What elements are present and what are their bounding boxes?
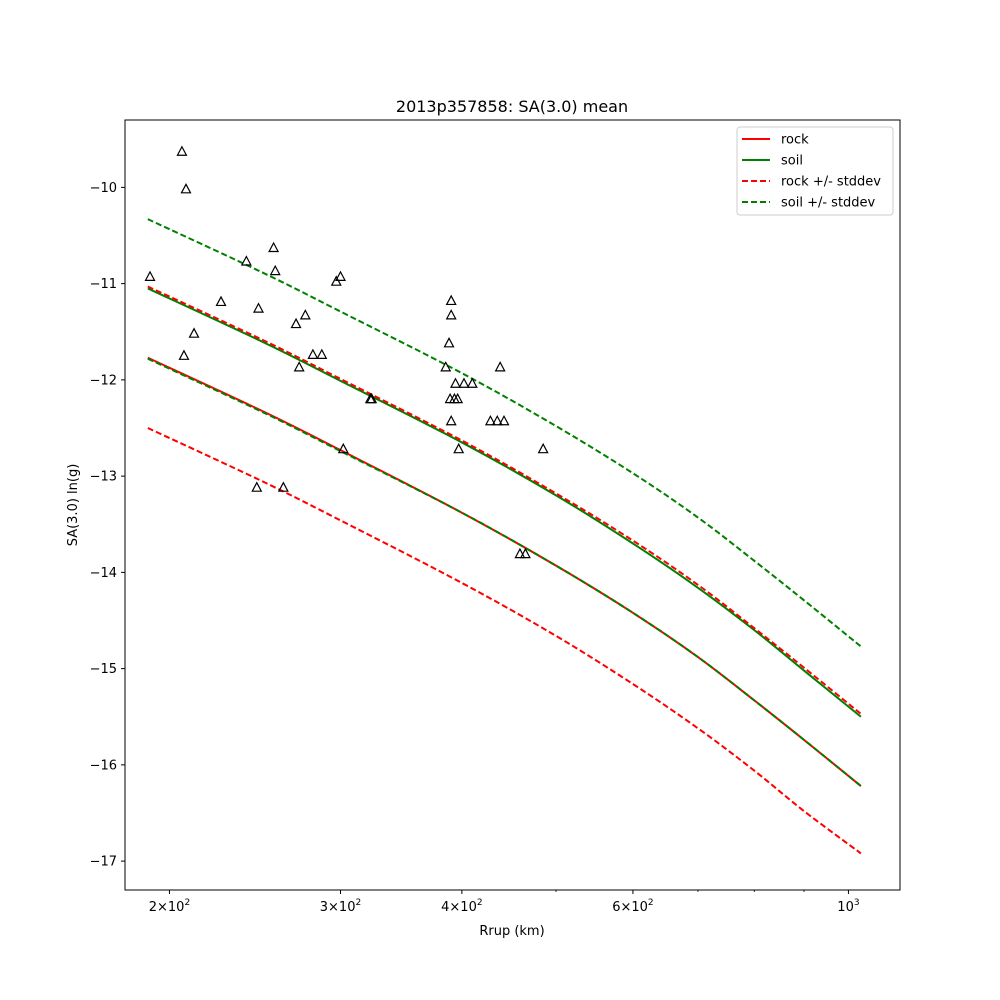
observation-marker (491, 414, 503, 426)
x-tick-label: 6×102 (612, 898, 653, 915)
observation-marker (240, 255, 252, 266)
observation-marker (537, 442, 549, 454)
legend-label: soil (781, 154, 803, 169)
observation-marker (252, 302, 264, 313)
observation-marker (290, 317, 302, 329)
observation-marker (176, 145, 188, 156)
observation-markers (144, 145, 549, 559)
y-tick-label: −11 (90, 277, 117, 292)
x-tick-label: 2×102 (149, 898, 190, 915)
observation-marker (453, 442, 465, 454)
y-tick-label: −15 (90, 662, 117, 677)
observation-marker (178, 349, 190, 360)
observation-marker (251, 481, 263, 492)
observation-marker (316, 348, 328, 359)
observation-marker (180, 183, 192, 194)
observation-marker (494, 361, 506, 372)
observation-marker (514, 547, 526, 559)
series-layer (147, 218, 862, 855)
y-tick-label: −12 (90, 373, 117, 388)
legend-box (736, 126, 894, 216)
observation-marker (440, 361, 452, 372)
series-line-1 (147, 287, 862, 718)
legend: rock soil rock +/- stddev soil +/- stddev (736, 126, 894, 216)
x-axis-label: Rrup (km) (479, 924, 544, 939)
observation-marker (452, 392, 464, 404)
legend-label: soil +/- stddev (781, 196, 876, 211)
observation-marker (277, 481, 289, 492)
observation-marker (188, 327, 200, 338)
observation-marker (458, 377, 470, 388)
axis-ticks: −10 −11 −12 −13 −14 −15 −16 −17 2×102 3×102 4×102 6… (90, 181, 860, 915)
observation-marker (337, 442, 349, 454)
y-axis-label: SA(3.0) ln(g) (66, 464, 81, 547)
series-line-4 (147, 218, 862, 648)
observation-marker (445, 294, 457, 306)
observation-marker (484, 414, 496, 426)
chart-title: 2013p357858: SA(3.0) mean (396, 97, 628, 116)
series-line-0 (147, 356, 862, 787)
observation-marker (445, 414, 457, 426)
series-line-2 (147, 285, 862, 715)
observation-marker (335, 270, 347, 281)
observation-marker (443, 337, 455, 348)
plot-frame (124, 119, 901, 891)
y-tick-label: −16 (90, 758, 117, 773)
observation-marker (144, 270, 156, 281)
x-tick-label: 4×102 (441, 898, 482, 915)
series-line-5 (147, 357, 862, 787)
observation-marker (293, 361, 305, 372)
observation-marker (269, 264, 281, 276)
x-tick-label: 3×102 (320, 898, 361, 915)
observation-marker (366, 392, 378, 404)
legend-label: rock (781, 133, 809, 148)
y-tick-label: −10 (90, 181, 117, 196)
observation-marker (466, 377, 478, 388)
y-tick-label: −17 (90, 855, 117, 870)
observation-marker (445, 309, 457, 320)
observation-marker (215, 295, 227, 307)
y-tick-label: −14 (90, 566, 117, 581)
observation-marker (519, 547, 531, 559)
observation-marker (498, 414, 510, 426)
observation-marker (268, 241, 280, 253)
observation-marker (450, 377, 461, 388)
x-tick-label: 103 (837, 898, 859, 915)
legend-label: rock +/- stddev (781, 175, 881, 190)
observation-marker (307, 348, 319, 359)
series-line-3 (147, 427, 862, 855)
y-tick-label: −13 (90, 470, 117, 485)
observation-marker (299, 309, 311, 320)
